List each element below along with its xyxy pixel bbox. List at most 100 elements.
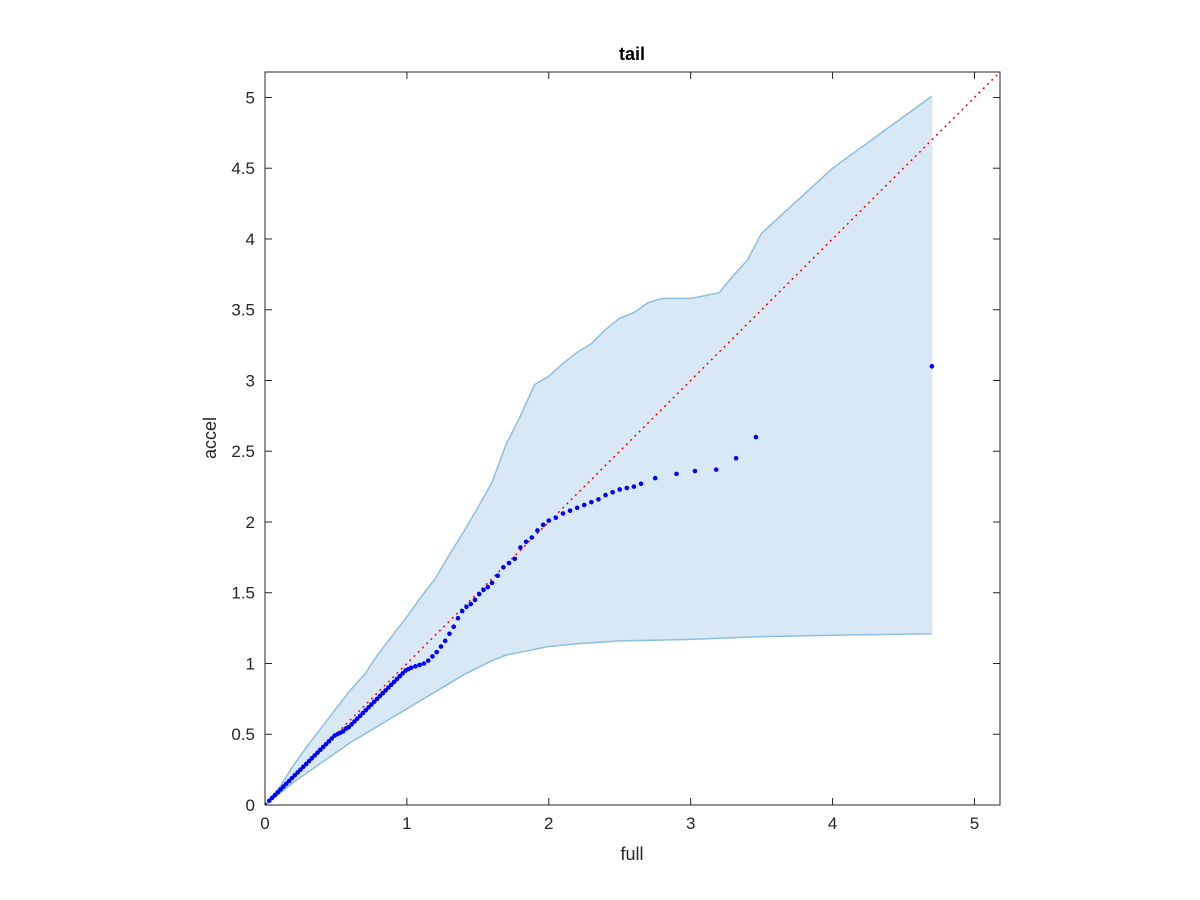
data-point xyxy=(377,693,383,699)
data-point xyxy=(523,539,529,545)
y-tick-label: 5 xyxy=(246,88,255,107)
y-tick-label: 1 xyxy=(246,654,255,673)
data-point xyxy=(567,508,573,513)
data-point xyxy=(574,505,580,511)
y-tick-label: 3 xyxy=(246,371,255,390)
data-point xyxy=(546,518,552,523)
data-point xyxy=(652,475,658,481)
data-point xyxy=(346,724,352,730)
data-point xyxy=(589,499,594,505)
data-point xyxy=(354,716,360,721)
x-tick-label: 3 xyxy=(686,814,695,833)
data-point xyxy=(596,497,601,502)
data-point xyxy=(269,795,275,801)
data-point xyxy=(442,638,448,644)
data-point xyxy=(408,665,414,671)
data-point xyxy=(315,750,320,755)
data-point xyxy=(386,685,391,690)
data-point xyxy=(581,502,587,508)
data-point xyxy=(397,673,403,679)
data-point xyxy=(312,753,317,758)
data-point xyxy=(309,756,315,761)
data-point xyxy=(298,767,303,772)
y-tick-label: 0 xyxy=(246,796,255,815)
y-tick-label: 0.5 xyxy=(231,725,255,744)
y-axis-label: accel xyxy=(200,417,220,459)
data-point xyxy=(306,758,312,764)
data-point xyxy=(340,729,346,734)
data-point xyxy=(476,591,482,597)
data-point xyxy=(394,676,400,682)
y-tick-label: 4.5 xyxy=(231,159,255,178)
data-point xyxy=(272,792,278,798)
data-point xyxy=(455,615,461,621)
y-tick-label: 2 xyxy=(246,513,255,532)
data-point xyxy=(468,601,474,607)
data-point xyxy=(266,798,272,804)
data-point xyxy=(472,597,478,603)
data-point xyxy=(733,456,739,461)
band-upper-edge xyxy=(265,95,933,805)
confidence-band xyxy=(265,96,932,805)
data-point xyxy=(560,511,566,516)
data-point xyxy=(489,580,495,586)
band-lower-edge xyxy=(265,633,932,805)
data-point xyxy=(303,761,309,767)
data-point xyxy=(383,688,388,693)
data-point xyxy=(425,658,431,663)
data-point xyxy=(301,764,306,770)
data-point xyxy=(603,492,608,498)
data-point xyxy=(326,739,332,744)
data-point xyxy=(512,556,518,562)
data-point xyxy=(610,489,615,495)
data-point xyxy=(692,468,698,474)
data-point xyxy=(421,661,427,666)
data-point xyxy=(363,707,369,713)
x-tick-label: 1 xyxy=(402,814,411,833)
x-tick-label: 0 xyxy=(260,814,269,833)
data-point xyxy=(485,584,491,590)
data-point xyxy=(329,736,334,741)
x-tick-label: 2 xyxy=(544,814,553,833)
data-point xyxy=(713,467,719,472)
data-point xyxy=(430,654,435,659)
data-point xyxy=(753,434,759,440)
data-point xyxy=(295,770,300,775)
data-point xyxy=(275,789,281,795)
data-point xyxy=(553,515,559,521)
data-point xyxy=(366,705,371,710)
data-point xyxy=(438,644,444,649)
data-point xyxy=(413,664,418,669)
data-point xyxy=(417,662,422,668)
data-point xyxy=(495,573,501,579)
data-point xyxy=(631,484,637,489)
x-tick-label: 5 xyxy=(970,814,979,833)
data-point xyxy=(278,787,283,792)
data-point xyxy=(624,485,630,491)
data-point xyxy=(349,722,354,727)
data-point xyxy=(265,802,268,805)
data-point xyxy=(501,564,506,570)
y-tick-label: 2.5 xyxy=(231,442,255,461)
data-point xyxy=(283,781,289,787)
data-point xyxy=(540,522,546,528)
data-point xyxy=(459,608,465,614)
data-point xyxy=(357,713,363,719)
data-point xyxy=(374,696,380,702)
data-point xyxy=(617,487,623,492)
data-point xyxy=(318,747,323,753)
data-point xyxy=(360,710,366,716)
x-tick-label: 4 xyxy=(828,814,837,833)
data-point xyxy=(481,587,486,593)
data-point xyxy=(674,471,679,477)
data-point xyxy=(638,481,644,487)
data-point xyxy=(352,719,357,724)
data-point xyxy=(286,778,292,784)
chart-title: tail xyxy=(619,44,645,64)
data-point xyxy=(380,690,386,696)
data-point xyxy=(388,682,394,688)
data-point xyxy=(323,741,329,747)
data-point xyxy=(451,624,457,630)
y-tick-label: 1.5 xyxy=(231,584,255,603)
